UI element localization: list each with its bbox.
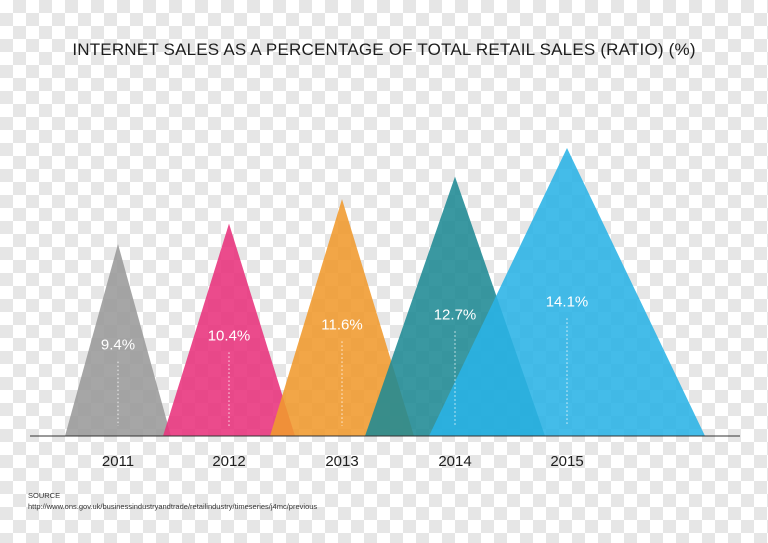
data-label-2013: 11.6% xyxy=(321,316,362,333)
source-label: SOURCE xyxy=(28,491,61,500)
category-label-2012: 2012 xyxy=(212,453,245,470)
chart-title: INTERNET SALES AS A PERCENTAGE OF TOTAL … xyxy=(72,40,696,59)
triangle-2013 xyxy=(270,199,414,436)
data-label-2015: 14.1% xyxy=(546,293,589,310)
category-label-2013: 2013 xyxy=(325,453,358,470)
data-label-2012: 10.4% xyxy=(208,327,251,344)
triangle-2011 xyxy=(65,244,171,436)
source-url: http://www.ons.gov.uk/businessindustryan… xyxy=(28,502,318,511)
category-label-2015: 2015 xyxy=(550,453,583,470)
data-label-2011: 9.4% xyxy=(101,337,135,354)
triangle-2015 xyxy=(429,148,705,436)
category-label-2011: 2011 xyxy=(102,453,134,470)
category-label-2014: 2014 xyxy=(438,453,471,470)
triangle-2012 xyxy=(163,223,295,436)
source-note: SOURCE http://www.ons.gov.uk/businessind… xyxy=(28,490,317,512)
data-label-2014: 12.7% xyxy=(434,306,477,323)
